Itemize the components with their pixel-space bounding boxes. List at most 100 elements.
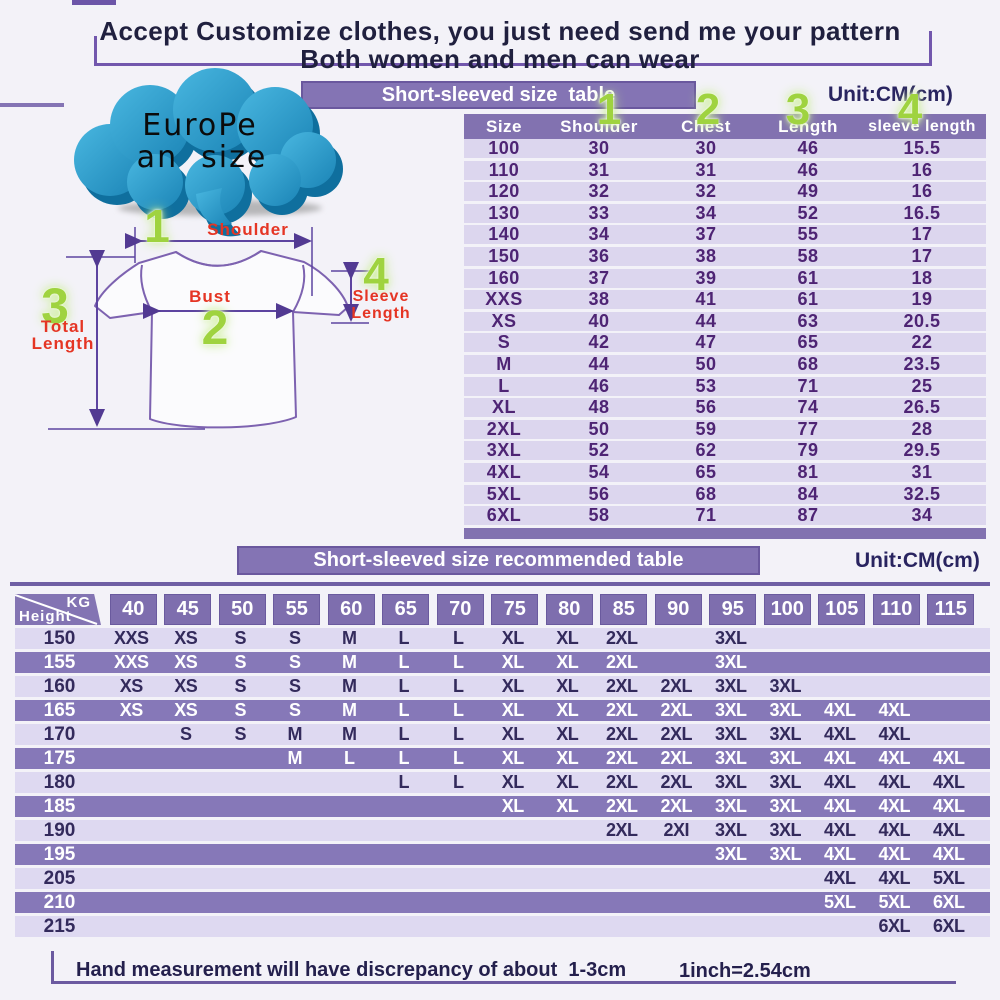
size-table-cell: 4XL	[486, 461, 522, 482]
size-table-cell: 71	[797, 375, 819, 396]
size-table-row: M 44 50 68 23.5	[464, 354, 986, 374]
footer-bracket-horizontal	[51, 981, 956, 984]
recommend-cell: 4XL	[932, 772, 965, 792]
recommend-row: 195 3XL 3XL 4XL 4XL 4XL	[15, 844, 990, 865]
size-table-row: XL 48 56 74 26.5	[464, 397, 986, 418]
size-table-title-bar: Short-sleeved size table	[301, 81, 696, 109]
recommend-cell: L	[453, 628, 464, 648]
size-table-row: 2XL 50 59 77 28	[464, 418, 986, 439]
weight-header: 100	[763, 594, 811, 625]
height-label: 155	[43, 651, 76, 673]
recommend-cell: S	[234, 676, 246, 696]
recommend-cell: XL	[556, 676, 579, 696]
size-table-cell: 38	[695, 245, 717, 266]
header-title-line1: Accept Customize clothes, you just need …	[99, 16, 901, 46]
bust-label: Bust	[189, 287, 231, 306]
recommend-cell: L	[453, 676, 464, 696]
recommend-cell: XL	[501, 628, 525, 648]
weight-header: 115	[927, 594, 975, 625]
recommend-cell: L	[398, 628, 410, 648]
diagram-number-bust: 2	[201, 302, 229, 355]
recommend-row: 175 M L L L XL XL 2XL 2XL 3XL 3XL 4XL 4XL 4XL	[15, 748, 990, 769]
recommend-cell: L	[398, 772, 410, 792]
weight-header-slot: 85	[597, 594, 652, 625]
size-table-cell: 50	[588, 418, 610, 439]
recommend-cell: XL	[501, 748, 525, 768]
height-label: 195	[43, 843, 76, 865]
weight-header: 105	[818, 594, 866, 625]
recommend-cell: S	[234, 652, 246, 672]
size-table-cell: 30	[588, 138, 610, 158]
size-table-cell: 3XL	[486, 440, 522, 461]
size-table-cell: 44	[695, 310, 717, 331]
recommend-cell: 3XL	[714, 700, 747, 720]
recommend-cell: XL	[556, 772, 579, 792]
recommend-cell: 6XL	[878, 916, 910, 936]
recommend-cell: 4XL	[878, 772, 910, 792]
size-table-cell: 40	[588, 310, 610, 331]
height-label: 160	[43, 675, 76, 697]
size-table-cell: 17	[911, 245, 933, 266]
size-table-cell: 52	[588, 440, 610, 461]
recommend-cell: XS	[174, 652, 198, 672]
size-table-cell: 17	[911, 224, 933, 245]
size-table-cell: 46	[797, 159, 819, 180]
size-table-cell: 81	[797, 461, 819, 482]
recommend-cell: 3XL	[769, 796, 801, 816]
recommend-cell: 2XL	[605, 700, 638, 720]
size-table-cell: 37	[695, 224, 717, 245]
recommend-cell: 2XI	[663, 820, 690, 840]
header-bracket-bottom	[94, 63, 932, 66]
recommend-cell: XL	[556, 748, 579, 768]
size-table-cell: 61	[797, 267, 819, 288]
weight-header: 40	[109, 594, 157, 625]
size-table-cell: 32	[588, 181, 610, 202]
recommend-cell: 3XL	[714, 820, 747, 840]
recommend-cell: 3XL	[769, 844, 801, 864]
recommend-cell: 2XL	[660, 724, 692, 744]
recommend-cell: 2XL	[660, 748, 692, 768]
size-table-cell: 56	[588, 483, 610, 504]
recommend-cell: S	[179, 724, 192, 744]
size-table: Size Shoulder Chest Length sleeve length 100…	[464, 114, 986, 539]
recommend-cell: L	[398, 748, 410, 768]
recommend-cell: L	[453, 772, 464, 792]
weight-header-slot: 70	[433, 594, 488, 625]
recommend-cell: 4XL	[878, 868, 910, 888]
size-table-cell: 100	[488, 138, 520, 158]
weight-header: 85	[600, 594, 648, 625]
recommend-cell: XS	[174, 628, 198, 648]
diagram-number-total-length: 3	[41, 278, 69, 334]
size-table-row: 140 34 37 55 17	[464, 224, 986, 245]
recommend-row: 160 XS XS S S M L L XL XL 2XL 2XL 3XL 3XL	[15, 676, 990, 697]
weight-header-slot: 90	[651, 594, 706, 625]
weight-header-slot: 40	[106, 594, 161, 625]
size-table-cell: 54	[588, 461, 610, 482]
recommend-cell: 4XL	[823, 724, 856, 744]
corner-header-cell: KG Height	[15, 594, 101, 625]
diagram-number-sleeve-length: 4	[363, 248, 389, 300]
size-table-cell: 55	[797, 224, 819, 245]
size-table-cell: 49	[797, 181, 819, 202]
size-table-cell: 63	[797, 310, 819, 331]
recommend-cell: 4XL	[932, 820, 965, 840]
recommend-cell: L	[453, 652, 464, 672]
recommend-cell: S	[234, 700, 246, 720]
recommend-cell: XL	[501, 724, 525, 744]
recommend-cell: XS	[119, 676, 144, 696]
size-table-header: Size Shoulder Chest Length sleeve length	[464, 114, 986, 139]
recommend-cell: XXS	[113, 652, 149, 672]
recommend-cell: 4XL	[878, 820, 910, 840]
recommend-cell: 4XL	[878, 700, 910, 720]
height-label: 215	[43, 915, 76, 937]
weight-header-slot: 80	[542, 594, 597, 625]
size-table-cell: 160	[488, 267, 520, 288]
size-table-cell: 30	[695, 138, 717, 158]
recommend-cell: 4XL	[932, 748, 965, 768]
size-table-cell: 84	[797, 483, 819, 504]
weight-header: 90	[654, 594, 702, 625]
size-table-cell: 31	[911, 461, 933, 482]
size-table-cell: 18	[911, 267, 933, 288]
height-label: 175	[43, 747, 76, 769]
recommend-cell: 4XL	[878, 844, 910, 864]
